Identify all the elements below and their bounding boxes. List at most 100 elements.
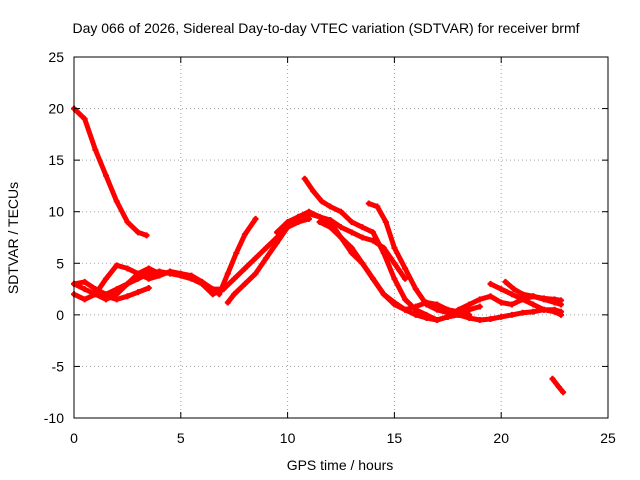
- x-axis-label: GPS time / hours: [287, 457, 394, 473]
- y-tick-label: 10: [48, 204, 64, 220]
- series-line: [216, 216, 259, 297]
- series-line: [274, 209, 472, 318]
- data-point: [199, 278, 206, 285]
- data-point: [380, 249, 387, 256]
- data-point: [81, 278, 88, 285]
- data-point: [177, 270, 184, 277]
- data-point: [466, 314, 473, 321]
- x-tick-label: 20: [493, 430, 509, 446]
- data-point: [412, 303, 419, 310]
- data-point: [519, 296, 526, 303]
- data-point: [284, 219, 291, 226]
- data-point: [338, 234, 344, 241]
- data-point: [327, 224, 334, 231]
- data-point: [327, 203, 334, 210]
- y-tick-label: 5: [56, 255, 64, 271]
- data-point: [338, 208, 344, 215]
- y-tick-label: 0: [56, 307, 64, 323]
- data-point: [241, 265, 248, 272]
- series-line: [71, 216, 312, 297]
- data-point: [124, 280, 131, 287]
- x-tick-label: 10: [280, 430, 296, 446]
- data-point: [455, 311, 462, 318]
- data-point: [476, 303, 483, 310]
- data-point: [252, 215, 259, 222]
- data-point: [434, 317, 441, 324]
- data-point: [380, 291, 387, 298]
- data-point: [316, 219, 323, 226]
- series-arc-6: [216, 215, 259, 298]
- data-point: [555, 384, 562, 391]
- data-point: [549, 375, 556, 382]
- data-point: [145, 285, 152, 292]
- data-point: [224, 270, 231, 277]
- data-point: [167, 268, 174, 275]
- data-point: [374, 203, 381, 210]
- data-point: [519, 291, 526, 298]
- data-point: [305, 215, 312, 222]
- series-arc-11: [365, 200, 565, 324]
- data-point: [558, 297, 565, 304]
- data-point: [391, 244, 398, 251]
- data-point: [124, 219, 131, 226]
- data-point: [391, 275, 398, 282]
- x-tick-label: 15: [387, 430, 403, 446]
- data-point: [402, 306, 409, 313]
- y-axis-label: SDTVAR / TECUs: [5, 182, 21, 294]
- data-point: [188, 272, 195, 279]
- data-point: [113, 262, 120, 269]
- data-point: [530, 293, 537, 300]
- data-point: [263, 255, 270, 262]
- y-tick-label: -5: [52, 358, 65, 374]
- data-point: [92, 286, 99, 293]
- data-point: [103, 293, 110, 300]
- data-point: [434, 301, 441, 308]
- data-point: [81, 296, 88, 303]
- data-point: [359, 260, 366, 267]
- data-point: [295, 213, 302, 220]
- data-point: [530, 301, 537, 308]
- data-point: [209, 291, 216, 298]
- series-arc-13: [502, 278, 565, 304]
- series-arc-14: [549, 375, 567, 396]
- data-point: [135, 270, 142, 277]
- y-tick-label: 15: [48, 152, 64, 168]
- data-point: [124, 293, 131, 300]
- data-point: [224, 299, 231, 306]
- data-point: [487, 293, 494, 300]
- data-point: [273, 229, 280, 236]
- data-point: [508, 301, 515, 308]
- data-point: [558, 311, 565, 318]
- data-point: [348, 229, 355, 236]
- data-point: [92, 291, 99, 298]
- data-point: [391, 260, 398, 267]
- data-point: [348, 244, 355, 251]
- x-tick-label: 5: [177, 430, 185, 446]
- data-point: [81, 115, 88, 122]
- data-point: [263, 244, 270, 251]
- data-point: [530, 308, 537, 315]
- data-point: [423, 301, 430, 308]
- data-point: [338, 224, 344, 231]
- data-point: [231, 275, 238, 282]
- data-point: [231, 291, 238, 298]
- data-point: [113, 296, 120, 303]
- series-line: [71, 106, 150, 238]
- data-point: [540, 306, 547, 313]
- y-tick-label: -10: [44, 410, 64, 426]
- data-point: [318, 198, 325, 205]
- plot-frame: [73, 56, 609, 419]
- data-point: [560, 389, 567, 396]
- data-point: [551, 308, 558, 315]
- data-point: [508, 311, 515, 318]
- data-point: [402, 296, 409, 303]
- axes: 0 5 10 15 20 25 -10 -5 0 5 10 15 20 25: [44, 49, 616, 446]
- data-point: [444, 309, 451, 316]
- data-point: [511, 286, 518, 293]
- data-point: [391, 299, 398, 306]
- data-point: [124, 265, 131, 272]
- data-point: [81, 286, 88, 293]
- data-point: [310, 188, 317, 195]
- series-arc-12: [487, 280, 565, 318]
- data-point: [423, 314, 430, 321]
